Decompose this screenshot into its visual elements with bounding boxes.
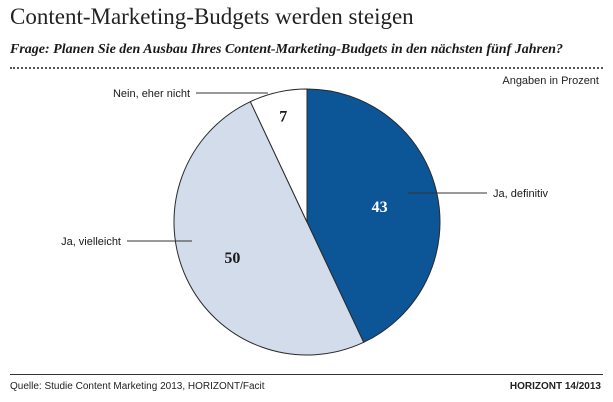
slice-category-label: Nein, eher nicht bbox=[113, 88, 190, 100]
pie-slice-2 bbox=[173, 100, 365, 356]
chart-subtitle: Frage: Planen Sie den Ausbau Ihres Conte… bbox=[10, 42, 563, 57]
footer-divider bbox=[10, 374, 603, 375]
unit-note: Angaben in Prozent bbox=[502, 75, 599, 87]
slice-category-label: Ja, definitiv bbox=[493, 188, 549, 200]
slice-value-label: 50 bbox=[224, 250, 240, 267]
slice-value-label: 43 bbox=[372, 199, 388, 216]
publication-brand: HORIZONT 14/2013 bbox=[509, 381, 601, 392]
dotted-divider bbox=[10, 67, 603, 69]
slice-value-label: 7 bbox=[279, 109, 287, 126]
slice-category-label: Ja, vielleicht bbox=[61, 236, 121, 248]
pie-slice-3 bbox=[249, 88, 308, 223]
chart-title: Content-Marketing-Budgets werden steigen bbox=[10, 4, 414, 29]
source-note: Quelle: Studie Content Marketing 2013, H… bbox=[10, 381, 265, 392]
